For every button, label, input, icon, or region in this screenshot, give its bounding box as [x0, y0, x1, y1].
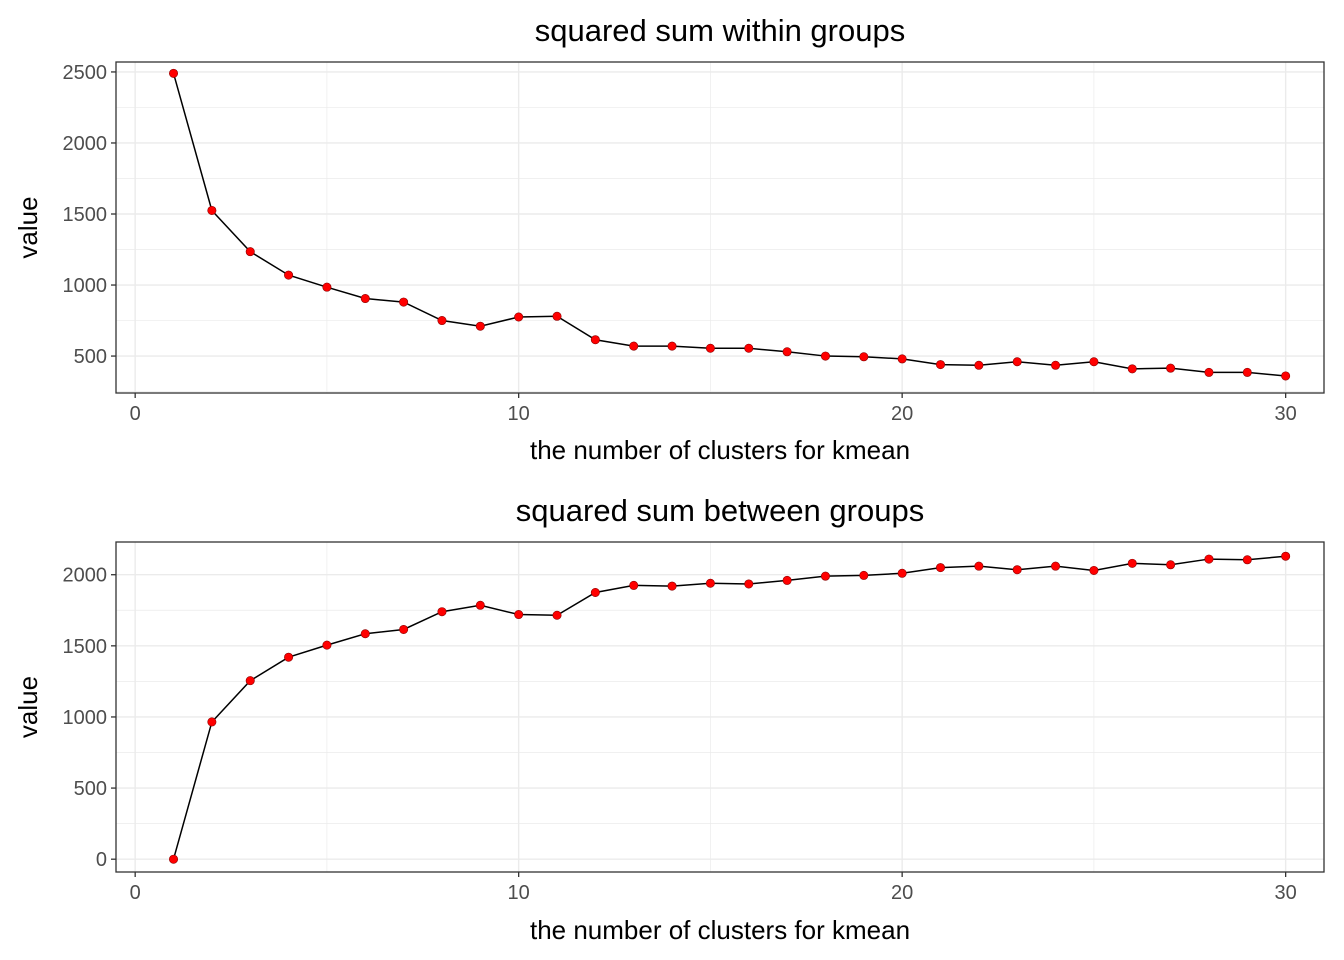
data-point [859, 352, 869, 362]
data-point [207, 717, 217, 727]
chart-title: squared sum within groups [535, 13, 905, 48]
data-point [1204, 554, 1214, 564]
data-point [667, 581, 677, 591]
data-point [897, 354, 907, 364]
data-point [1166, 363, 1176, 373]
data-point [744, 343, 754, 353]
data-point [284, 270, 294, 280]
x-tick-label: 20 [891, 882, 913, 904]
data-point [1127, 558, 1137, 568]
data-point [1166, 560, 1176, 570]
x-tick-label: 30 [1275, 403, 1297, 425]
data-point [667, 341, 677, 351]
data-point [475, 321, 485, 331]
series-line [172, 73, 1286, 377]
x-tick-label: 10 [508, 403, 530, 425]
data-point [629, 341, 639, 351]
data-point [552, 610, 562, 620]
y-tick-label: 0 [96, 849, 107, 871]
y-axis-title: value [13, 196, 43, 258]
x-tick-label: 10 [508, 882, 530, 904]
data-point [169, 854, 179, 864]
x-axis-title: the number of clusters for kmean [530, 435, 910, 465]
y-tick-label: 2000 [63, 565, 108, 587]
data-point [1051, 360, 1061, 370]
data-point [974, 360, 984, 370]
y-tick-label: 1000 [63, 275, 108, 297]
data-point [322, 282, 332, 292]
chart-between-groups: 0 500 1000 1500 2000 0 10 20 30 squared sum betwe… [13, 493, 1325, 945]
data-point [399, 297, 409, 307]
y-tick-label: 1500 [63, 204, 108, 226]
series-line [172, 555, 1286, 860]
data-point [245, 247, 255, 257]
data-point [859, 570, 869, 580]
x-tick-label: 30 [1275, 882, 1297, 904]
data-point [360, 294, 370, 304]
data-point [475, 600, 485, 610]
data-point [590, 587, 600, 597]
data-point [897, 568, 907, 578]
data-point [744, 579, 754, 589]
x-tick-label: 0 [130, 403, 141, 425]
data-point [1204, 367, 1214, 377]
y-axis-title: value [13, 676, 43, 738]
data-point [1089, 357, 1099, 367]
data-point [590, 335, 600, 345]
data-point [820, 351, 830, 361]
data-point [207, 205, 217, 215]
panel-border [115, 61, 1325, 394]
y-tick-label: 2000 [63, 133, 108, 155]
data-point [1012, 565, 1022, 575]
x-tick-label: 0 [130, 882, 141, 904]
y-tick-label: 500 [74, 346, 107, 368]
x-tick-label: 20 [891, 403, 913, 425]
data-point [169, 68, 179, 78]
data-point [1242, 555, 1252, 565]
data-point [1242, 367, 1252, 377]
data-point [782, 347, 792, 357]
data-point [437, 607, 447, 617]
chart-title: squared sum between groups [516, 493, 924, 528]
data-point [399, 624, 409, 634]
data-point [1127, 364, 1137, 374]
data-point [552, 311, 562, 321]
panel-border [115, 541, 1325, 873]
data-point [1012, 357, 1022, 367]
data-point [284, 652, 294, 662]
data-point [782, 575, 792, 585]
data-point [1281, 551, 1291, 561]
data-point [936, 563, 946, 573]
y-tick-label: 1000 [63, 707, 108, 729]
data-point [705, 578, 715, 588]
plot-background [116, 62, 1324, 393]
data-point [974, 561, 984, 571]
data-point [629, 580, 639, 590]
data-point [360, 629, 370, 639]
plot-background [116, 542, 1324, 872]
data-point [1281, 371, 1291, 381]
y-tick-label: 2500 [63, 62, 108, 84]
data-point [245, 676, 255, 686]
y-tick-label: 1500 [63, 636, 108, 658]
data-point [1051, 561, 1061, 571]
data-point [322, 640, 332, 650]
data-point [820, 571, 830, 581]
data-point [437, 316, 447, 326]
y-tick-label: 500 [74, 778, 107, 800]
chart-within-groups: 500 1000 1500 2000 2500 0 10 20 30 squared sum wi… [13, 13, 1325, 465]
data-point [514, 312, 524, 322]
data-point [705, 343, 715, 353]
data-point [514, 610, 524, 620]
x-axis-title: the number of clusters for kmean [530, 915, 910, 945]
data-point [1089, 565, 1099, 575]
data-point [936, 360, 946, 370]
